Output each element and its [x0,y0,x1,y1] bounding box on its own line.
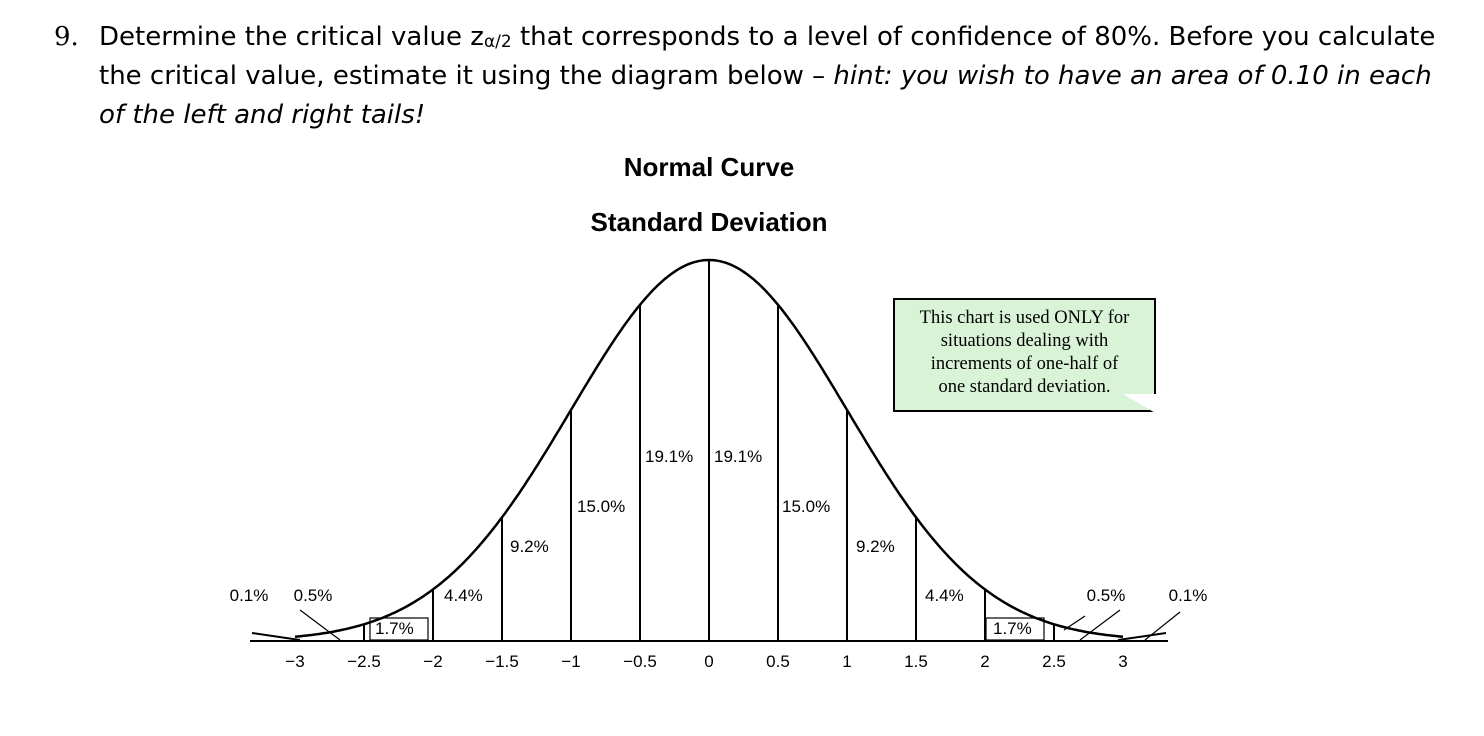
percent-label: 9.2% [856,537,895,556]
right-tail-line [1117,632,1167,641]
percent-label: 4.4% [925,586,964,605]
note-line: increments of one-half of [930,354,1119,374]
sd-dividers [363,260,1055,641]
x-tick-label: 3 [1118,652,1127,671]
left-tail-line [251,632,301,641]
question-text-start: Determine the critical value z [99,22,484,52]
x-axis-ticks: −3 −2.5 −2 −1.5 −1 −0.5 0 0.5 1 1.5 2 2.5 3 [285,652,1127,671]
x-tick-label: −3 [285,652,304,671]
chart-title: Normal Curve [624,152,795,182]
percent-label: 19.1% [645,447,693,466]
percent-label: 0.1% [1169,586,1208,605]
percent-label: 1.7% [993,619,1032,638]
tail-leader-line [1079,609,1121,641]
x-tick-label: 1 [842,652,851,671]
percent-label: 15.0% [577,497,625,516]
chart-subtitle: Standard Deviation [591,207,828,237]
x-tick-label: 2 [980,652,989,671]
tail-leader-line [299,609,341,641]
question-text: Determine the critical value zα/2 that c… [99,18,1439,135]
z-subscript: α/2 [483,32,512,52]
percent-labels: 0.1% 0.5% 1.7% 4.4% 9.2% 15.0% 19.1% 19.1% 15.0%… [230,447,1208,641]
percent-label: 0.5% [294,586,333,605]
note-line: situations dealing with [940,331,1109,351]
label-box-1-7-left [369,617,429,641]
x-tick-label: −0.5 [623,652,657,671]
note-line: one standard deviation. [938,377,1111,397]
percent-label: 15.0% [782,497,830,516]
x-tick-label: −1 [561,652,580,671]
question-hint: hint: you wish to have an area of 0.10 i… [99,61,1432,130]
percent-label: 4.4% [444,586,483,605]
x-tick-label: 1.5 [904,652,928,671]
chart-note: This chart is used ONLY for situations d… [893,298,1156,412]
percent-label: 1.7% [375,619,414,638]
label-box-1-7-right [985,617,1045,641]
x-tick-label: −2.5 [347,652,381,671]
note-line: This chart is used ONLY for [919,308,1130,328]
x-tick-label: −2 [423,652,442,671]
x-tick-label: 0 [704,652,713,671]
question-number: 9. [54,22,79,52]
tail-leader-line [1063,615,1086,631]
x-tick-label: 2.5 [1042,652,1066,671]
percent-label: 9.2% [510,537,549,556]
tail-leader-line [1144,611,1181,641]
note-folded-corner [1123,394,1157,414]
x-tick-label: −1.5 [485,652,519,671]
percent-label: 19.1% [714,447,762,466]
question-text-end: that corresponds to a level of confidenc… [99,22,1436,91]
x-tick-label: 0.5 [766,652,790,671]
percent-label: 0.5% [1087,586,1126,605]
percent-label: 0.1% [230,586,269,605]
